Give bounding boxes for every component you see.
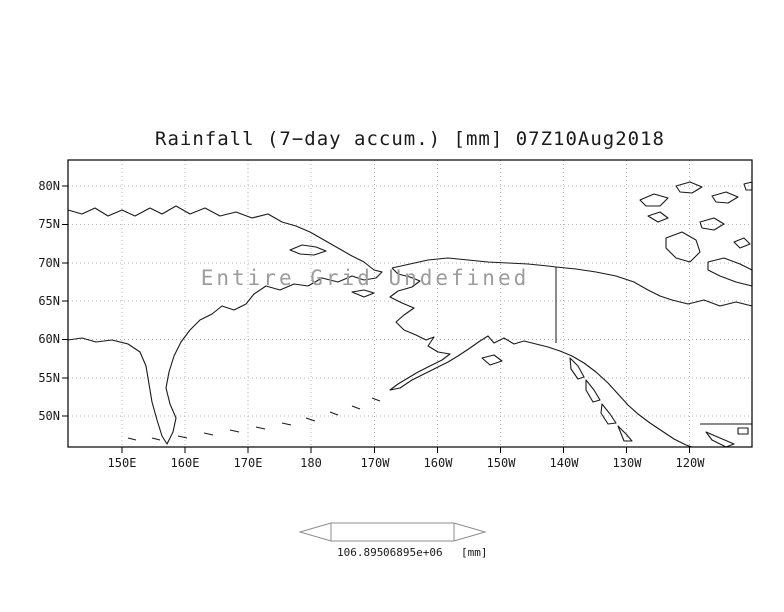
coastlines — [67, 181, 753, 448]
lon-label-130w: 130W — [612, 456, 642, 470]
coastline-siberia-kamchatka — [67, 205, 383, 445]
coastline-alaska — [389, 267, 693, 448]
lat-label-65n: 65N — [38, 294, 60, 308]
lon-label-150w: 150W — [486, 456, 516, 470]
coastline-aleutians — [127, 397, 381, 441]
coastline-arctic-canada — [391, 257, 753, 307]
lat-label-75n: 75N — [38, 217, 60, 231]
lat-label-60n: 60N — [38, 332, 60, 346]
coastline-st-lawrence-island — [351, 289, 375, 298]
plot-title: Rainfall (7−day accum.) [mm] 07Z10Aug201… — [155, 128, 665, 150]
lon-label-150e: 150E — [107, 456, 137, 470]
lat-label-70n: 70N — [38, 256, 60, 270]
lon-label-160w: 160W — [423, 456, 453, 470]
lon-label-180: 180 — [300, 456, 322, 470]
lat-label-80n: 80N — [38, 179, 60, 193]
lat-label-55n: 55N — [38, 371, 60, 385]
lat-label-50n: 50N — [38, 409, 60, 423]
coastline-wrangel-island — [289, 244, 327, 256]
lon-label-160e: 160E — [170, 456, 200, 470]
coastline-vancouver-island — [705, 427, 749, 448]
undefined-grid-annotation: Entire Grid Undefined — [200, 266, 530, 290]
lon-label-140w: 140W — [549, 456, 579, 470]
lon-label-170w: 170W — [360, 456, 390, 470]
graticule-gridlines — [68, 160, 752, 447]
coastline-se-alaska-islands — [569, 357, 633, 442]
lon-label-170e: 170E — [233, 456, 263, 470]
political-borders — [555, 267, 752, 425]
colorbar-arrow — [298, 522, 487, 542]
colorbar-units-label: [mm] — [461, 546, 488, 559]
axis-ticks — [62, 185, 690, 453]
colorbar-label-left: 106.895 — [337, 546, 384, 559]
colorbar-label-right: 06895e+06 — [383, 546, 443, 559]
map-frame — [67, 159, 753, 448]
coastline-kodiak-island — [481, 354, 503, 366]
lon-label-120w: 120W — [675, 456, 705, 470]
